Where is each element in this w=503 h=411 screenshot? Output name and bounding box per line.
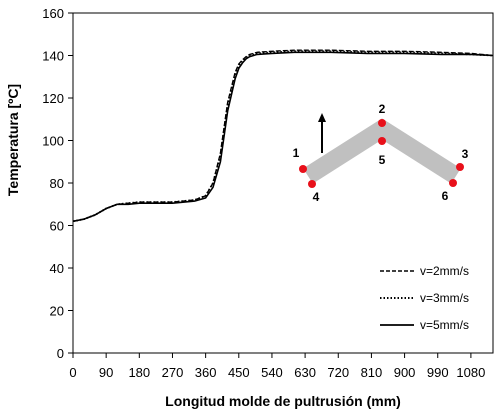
series-line-3 [72, 51, 494, 223]
y-axis-title: Temperatura [ºC] [5, 84, 21, 196]
marker-label-1: 1 [293, 146, 300, 160]
marker-label-4: 4 [313, 190, 320, 204]
legend-label-v3: v=3mm/s [420, 291, 469, 305]
x-tick-label: 990 [427, 365, 449, 380]
x-tick-label: 810 [361, 365, 383, 380]
series-line-1 [72, 49, 494, 222]
up-arrow-icon [318, 113, 326, 122]
x-tick-label: 1080 [456, 365, 485, 380]
y-axis-ticks: 0 20 40 60 80 100 120 140 160 [42, 6, 73, 361]
x-tick-label: 180 [128, 365, 150, 380]
y-tick-label: 0 [57, 346, 64, 361]
marker-label-5: 5 [379, 153, 386, 167]
y-tick-label: 160 [42, 6, 64, 21]
series-line-2 [72, 50, 494, 223]
y-tick-label: 120 [42, 91, 64, 106]
y-tick-label: 140 [42, 49, 64, 64]
profile-inset: 1 2 3 4 5 6 [293, 102, 469, 204]
legend-label-v2: v=2mm/s [420, 264, 469, 278]
marker-label-3: 3 [462, 147, 469, 161]
marker-5 [378, 137, 386, 145]
marker-3 [456, 163, 464, 171]
legend: v=2mm/s v=3mm/s v=5mm/s [380, 264, 469, 332]
x-tick-label: 360 [195, 365, 217, 380]
x-tick-label: 450 [228, 365, 250, 380]
marker-2 [378, 119, 386, 127]
marker-6 [449, 179, 457, 187]
x-tick-label: 270 [162, 365, 184, 380]
y-tick-label: 40 [50, 261, 64, 276]
x-tick-label: 90 [99, 365, 113, 380]
profile-shape [303, 118, 461, 184]
x-axis-ticks: 0 90 180 270 360 450 540 630 720 810 900 990 1080 [69, 353, 485, 380]
marker-label-2: 2 [379, 102, 386, 116]
y-tick-label: 100 [42, 134, 64, 149]
series-layer [72, 49, 494, 223]
y-tick-label: 20 [50, 304, 64, 319]
y-tick-label: 80 [50, 176, 64, 191]
marker-label-6: 6 [442, 189, 449, 203]
x-tick-label: 720 [327, 365, 349, 380]
x-tick-label: 540 [261, 365, 283, 380]
x-tick-label: 900 [394, 365, 416, 380]
legend-label-v5: v=5mm/s [420, 318, 469, 332]
y-tick-label: 60 [50, 219, 64, 234]
x-tick-label: 0 [69, 365, 76, 380]
x-axis-title: Longitud molde de pultrusión (mm) [165, 393, 401, 409]
x-tick-label: 630 [294, 365, 316, 380]
marker-4 [308, 180, 316, 188]
marker-1 [299, 165, 307, 173]
